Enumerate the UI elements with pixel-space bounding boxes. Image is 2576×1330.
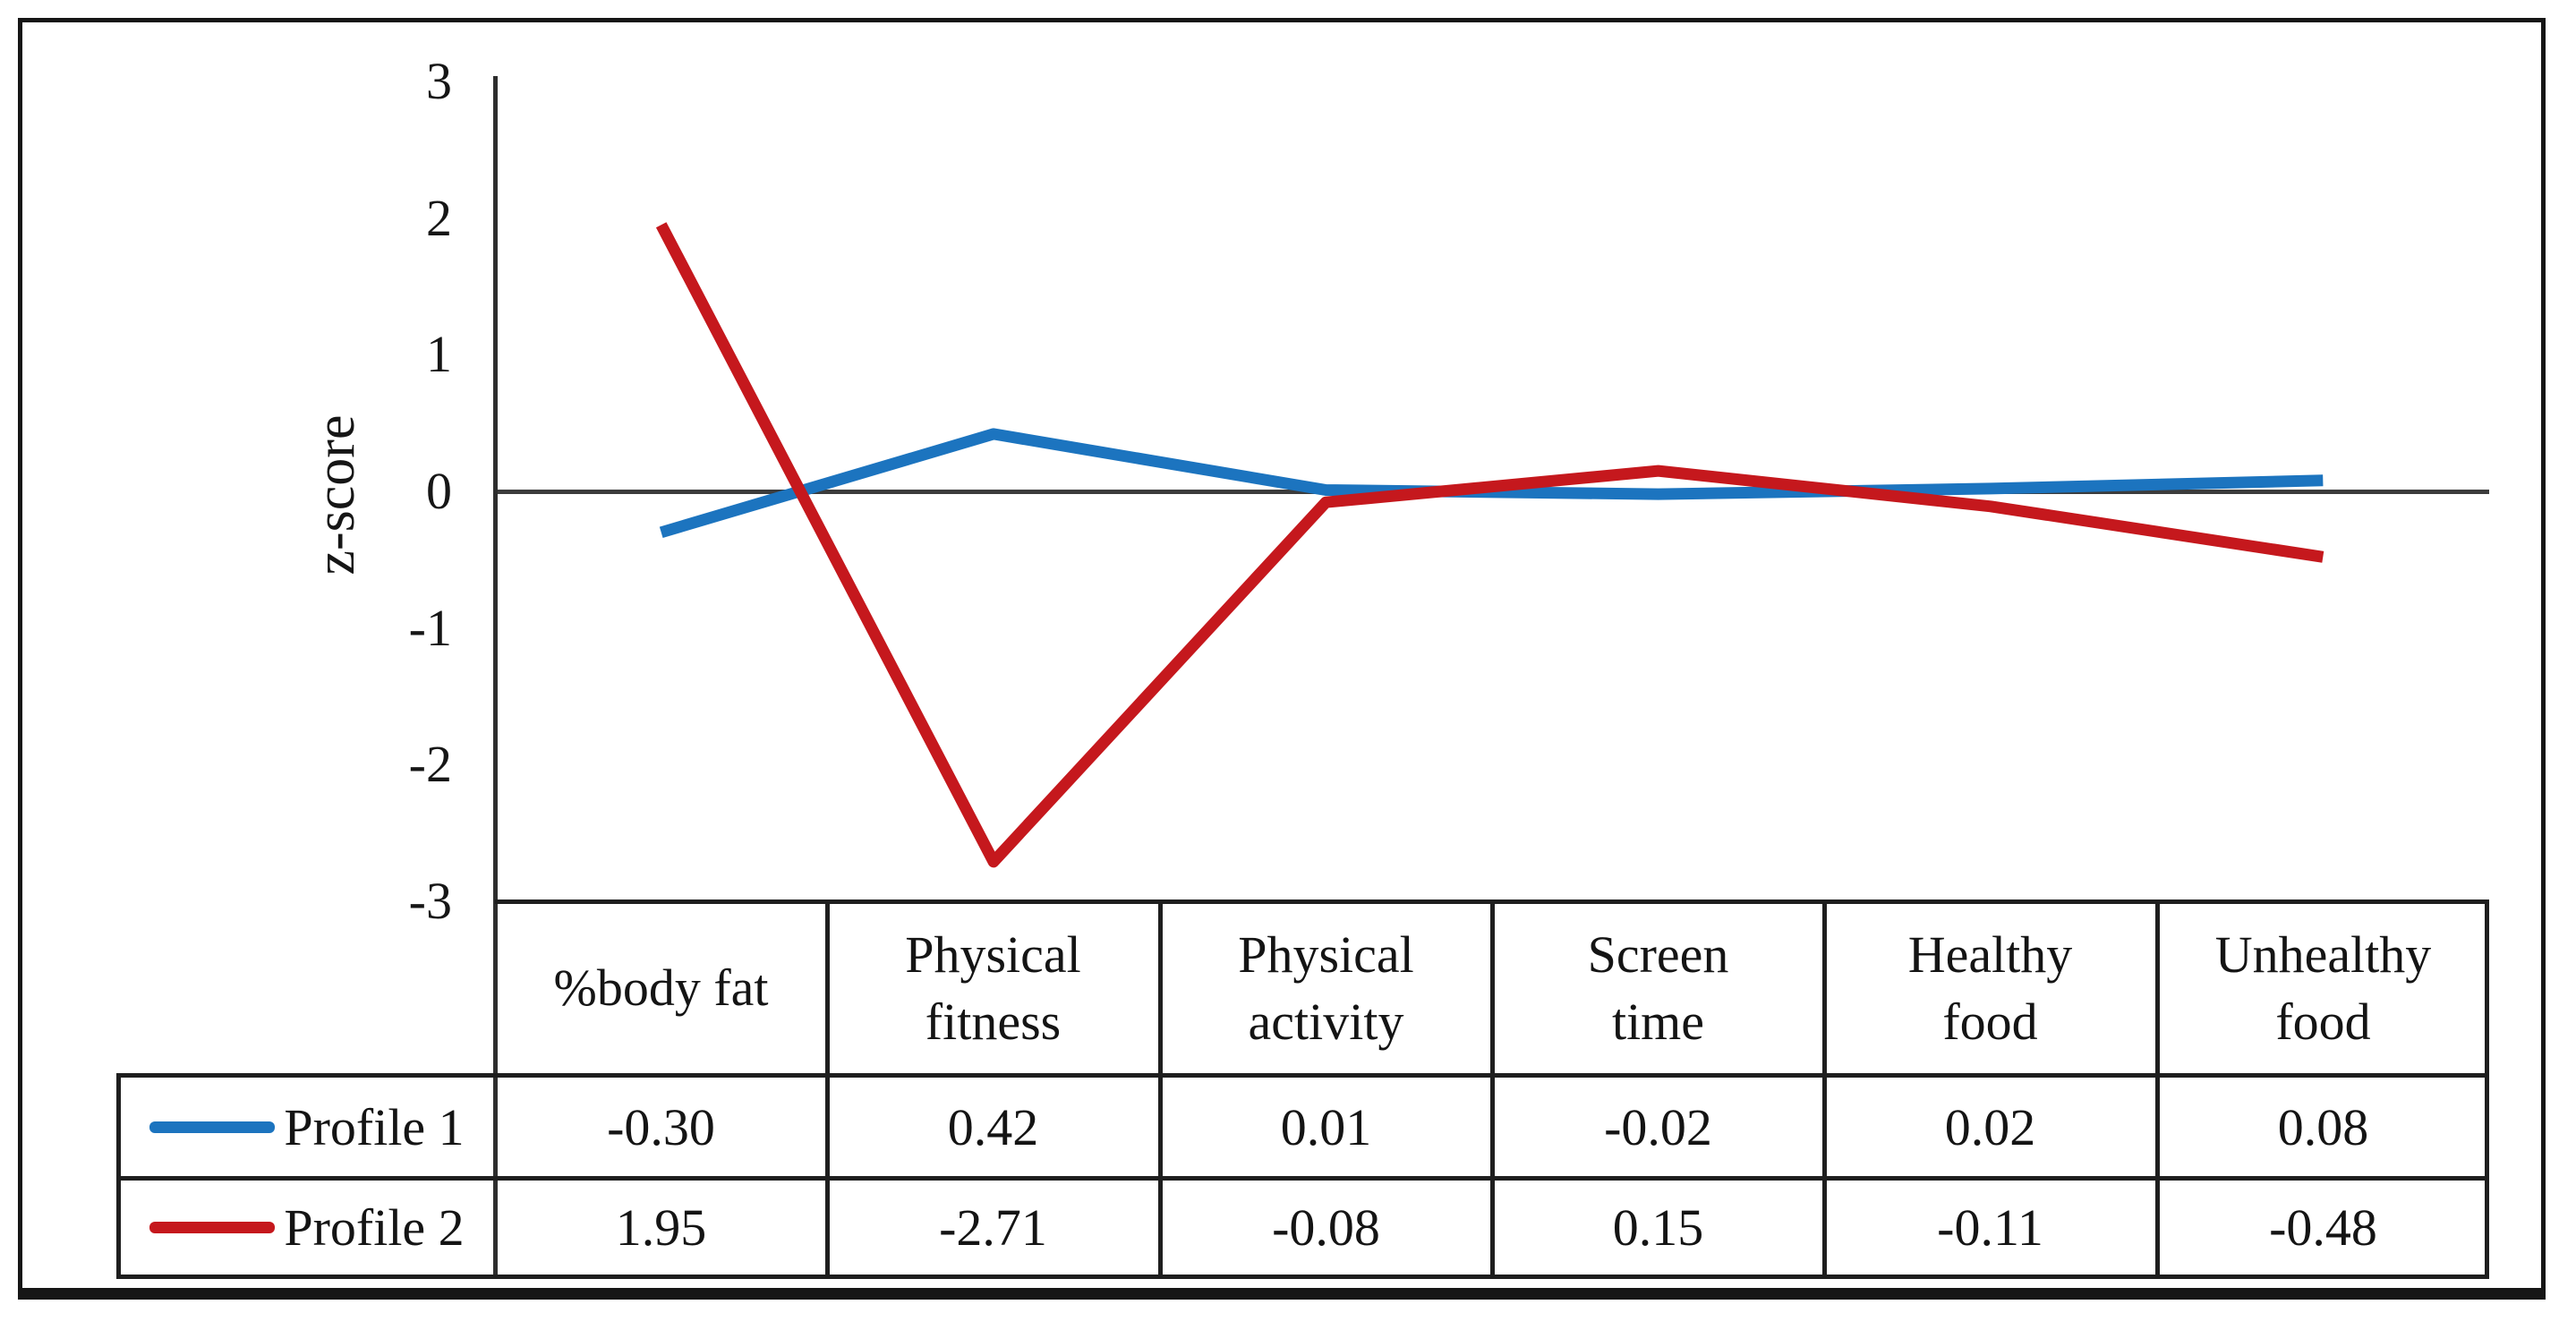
value-cell: 0.15 (1612, 1198, 1704, 1257)
table-border (1490, 899, 1495, 1279)
value-cell: 0.01 (1280, 1097, 1372, 1156)
table-border (825, 899, 830, 1279)
header-line: fitness (925, 992, 1062, 1051)
header-line: food (2275, 992, 2371, 1051)
value-cell: -2.71 (939, 1198, 1047, 1257)
table-border (116, 1176, 2489, 1181)
y-tick-label: 2 (426, 189, 452, 247)
value-cell: -0.08 (1272, 1198, 1380, 1257)
y-tick-label: -1 (408, 599, 452, 657)
column-header-physical-fitness: Physical fitness (832, 904, 1155, 1073)
column-header-healthy-food: Healthy food (1829, 904, 2152, 1073)
profile-1-line-key-icon (149, 1121, 276, 1133)
profile-2-line-key-icon (149, 1222, 276, 1233)
header-line: %body fat (553, 959, 769, 1018)
table-border (116, 1073, 121, 1279)
legend-label: Profile 1 (284, 1097, 465, 1156)
y-tick-label: 1 (426, 325, 452, 383)
y-axis-title: z-score (305, 414, 366, 575)
table-border (116, 1275, 2489, 1279)
value-cell: 0.02 (1944, 1097, 2036, 1156)
header-line: activity (1248, 992, 1404, 1051)
value-cell: -0.11 (1937, 1198, 2043, 1257)
y-tick-label: -2 (408, 735, 452, 793)
y-axis-line (493, 76, 498, 1279)
header-line: Screen (1587, 925, 1729, 985)
header-line: Physical (1238, 925, 1414, 985)
value-cell: 1.95 (615, 1198, 707, 1257)
value-cell: -0.02 (1604, 1097, 1712, 1156)
legend-label: Profile 2 (284, 1198, 465, 1257)
y-tick-label: -3 (408, 872, 452, 930)
value-cell: -0.48 (2269, 1198, 2377, 1257)
y-tick-label: 0 (426, 462, 452, 520)
table-border (1822, 899, 1827, 1279)
table-border (2155, 899, 2160, 1279)
series-line-profile-2 (655, 222, 2324, 868)
header-line: Unhealthy (2214, 925, 2432, 985)
table-border (116, 1073, 2489, 1078)
figure-frame (18, 18, 2546, 1300)
y-tick-label: 3 (426, 52, 452, 110)
header-line: Healthy (1907, 925, 2073, 985)
column-header-physical-activity: Physical activity (1164, 904, 1488, 1073)
column-header-screen-time: Screen time (1497, 904, 1820, 1073)
header-line: time (1611, 992, 1705, 1051)
column-header-body-fat: %body fat (499, 904, 823, 1073)
value-cell: 0.08 (2277, 1097, 2369, 1156)
header-line: food (1942, 992, 2038, 1051)
line-chart (655, 222, 2324, 868)
legend-profile-2: Profile 2 (121, 1181, 493, 1275)
header-line: Physical (905, 925, 1081, 985)
table-border (1158, 899, 1163, 1279)
value-cell: -0.30 (607, 1097, 715, 1156)
legend-profile-1: Profile 1 (121, 1078, 493, 1176)
table-border (2485, 899, 2489, 1279)
value-cell: 0.42 (947, 1097, 1039, 1156)
column-header-unhealthy-food: Unhealthy food (2162, 904, 2485, 1073)
